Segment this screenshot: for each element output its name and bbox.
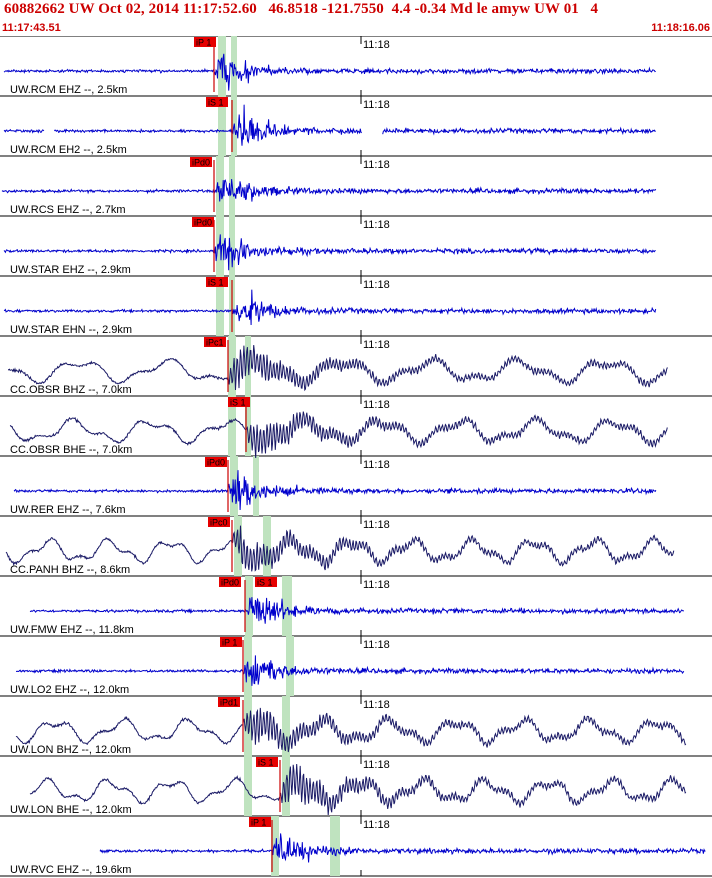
phase-label: iPd0	[192, 217, 214, 228]
time-end-label: 11:18:16.06	[651, 22, 710, 34]
waveform-trace	[3, 53, 656, 91]
svg-text:iS 1: iS 1	[258, 758, 274, 768]
phase-window	[330, 816, 340, 876]
waveform-trace	[29, 597, 685, 624]
phase-label: iPd0	[190, 157, 212, 168]
waveform-trace	[9, 411, 668, 459]
waveform-trace	[7, 345, 668, 392]
time-tick-label: 11:18	[363, 699, 390, 711]
time-start-label: 11:17:43.51	[2, 22, 61, 34]
station-label: UW.RER EHZ --, 7.6km	[10, 504, 126, 516]
phase-window	[245, 396, 251, 456]
time-tick-label: 11:18	[363, 339, 390, 351]
phase-label: iS 1	[256, 757, 278, 768]
time-tick-label: 11:18	[363, 99, 390, 111]
svg-text:iPd1: iPd1	[220, 698, 238, 708]
phase-label: iS 1	[206, 277, 228, 288]
station-label: UW.FMW EHZ --, 11.8km	[10, 624, 134, 636]
svg-text:iS 1: iS 1	[230, 398, 246, 408]
station-label: UW.LO2 EHZ --, 12.0km	[10, 684, 129, 696]
phase-label: iS 1	[206, 97, 228, 108]
waveform-trace	[13, 470, 657, 511]
svg-text:iP 1: iP 1	[222, 638, 237, 648]
phase-window	[282, 696, 290, 756]
phase-label: iP 1	[220, 637, 242, 648]
phase-window	[228, 396, 236, 456]
svg-text:iPd0: iPd0	[207, 458, 225, 468]
time-tick-label: 11:18	[363, 159, 390, 171]
time-tick-label: 11:18	[363, 39, 390, 51]
phase-label: iPd1	[218, 697, 240, 708]
svg-text:iP 1: iP 1	[251, 818, 266, 828]
phase-window	[282, 576, 292, 636]
waveform-trace	[99, 833, 706, 863]
waveform-trace	[5, 525, 675, 572]
svg-text:iPc0: iPc0	[210, 518, 228, 528]
svg-text:iS 1: iS 1	[257, 578, 273, 588]
time-tick-label: 11:18	[363, 579, 390, 591]
time-tick-label: 11:18	[363, 459, 390, 471]
phase-label: iPd0	[205, 457, 227, 468]
svg-text:iP 1: iP 1	[196, 38, 211, 48]
phase-label: iPc1	[204, 337, 226, 348]
time-tick-label: 11:18	[363, 519, 390, 531]
svg-text:iPd0: iPd0	[194, 218, 212, 228]
station-label: CC.OBSR BHE --, 7.0km	[10, 444, 132, 456]
svg-text:iPc1: iPc1	[206, 338, 224, 348]
phase-window	[244, 756, 252, 816]
waveform-trace	[16, 655, 685, 686]
time-tick-label: 11:18	[363, 819, 390, 831]
phase-label: iPd0	[219, 577, 241, 588]
phase-window	[228, 336, 236, 396]
svg-text:iS 1: iS 1	[208, 278, 224, 288]
svg-text:iS 1: iS 1	[208, 98, 224, 108]
station-label: UW.STAR EHN --, 2.9km	[10, 324, 132, 336]
phase-label: iPc0	[208, 517, 230, 528]
station-label: UW.STAR EHZ --, 2.9km	[10, 264, 131, 276]
station-label: UW.LON BHE --, 12.0km	[10, 804, 132, 816]
time-tick-label: 11:18	[363, 759, 390, 771]
phase-window	[229, 216, 235, 276]
traces-layer	[1, 40, 706, 872]
svg-text:iPd0: iPd0	[221, 578, 239, 588]
station-label: UW.LON BHZ --, 12.0km	[10, 744, 131, 756]
station-label: CC.OBSR BHZ --, 7.0km	[10, 384, 132, 396]
phase-window	[216, 276, 224, 336]
phase-window	[218, 96, 226, 156]
phase-label: iS 1	[255, 577, 277, 588]
phase-label: iS 1	[228, 397, 250, 408]
phase-window	[230, 456, 238, 516]
phase-label: iP 1	[194, 37, 216, 48]
time-tick-label: 11:18	[363, 279, 390, 291]
waveform-trace	[3, 104, 656, 146]
time-tick-label: 11:18	[363, 219, 390, 231]
station-label: UW.RCS EHZ --, 2.7km	[10, 204, 126, 216]
waveform-trace	[3, 289, 657, 326]
phase-window	[263, 516, 271, 576]
phase-window	[253, 456, 259, 516]
station-label: UW.RCM EH2 --, 2.5km	[10, 144, 127, 156]
phase-window	[216, 216, 224, 276]
phase-label: iP 1	[249, 817, 271, 828]
station-label: UW.RCM EHZ --, 2.5km	[10, 84, 127, 96]
station-label: UW.RVC EHZ --, 19.6km	[10, 864, 131, 876]
grid-layer	[0, 36, 712, 877]
phase-window	[286, 636, 294, 696]
waveform-trace	[29, 763, 687, 816]
event-title: 60882662 UW Oct 02, 2014 11:17:52.60 46.…	[4, 1, 599, 17]
header: 60882662 UW Oct 02, 2014 11:17:52.60 46.…	[0, 0, 712, 36]
labels-layer: 11:18 iP 1 UW.RCM EHZ --, 2.5km 11:18 iS 1 UW…	[10, 37, 390, 876]
time-tick-label: 11:18	[363, 639, 390, 651]
time-tick-label: 11:18	[363, 399, 390, 411]
station-label: CC.PANH BHZ --, 8.6km	[10, 564, 130, 576]
phase-window	[216, 156, 224, 216]
waveform-trace	[3, 234, 656, 271]
seismogram-plot: 11:18 iP 1 UW.RCM EHZ --, 2.5km 11:18 iS 1 UW…	[0, 36, 712, 877]
svg-text:iPd0: iPd0	[192, 158, 210, 168]
waveform-trace	[1, 179, 657, 202]
waveform-trace	[15, 707, 687, 753]
